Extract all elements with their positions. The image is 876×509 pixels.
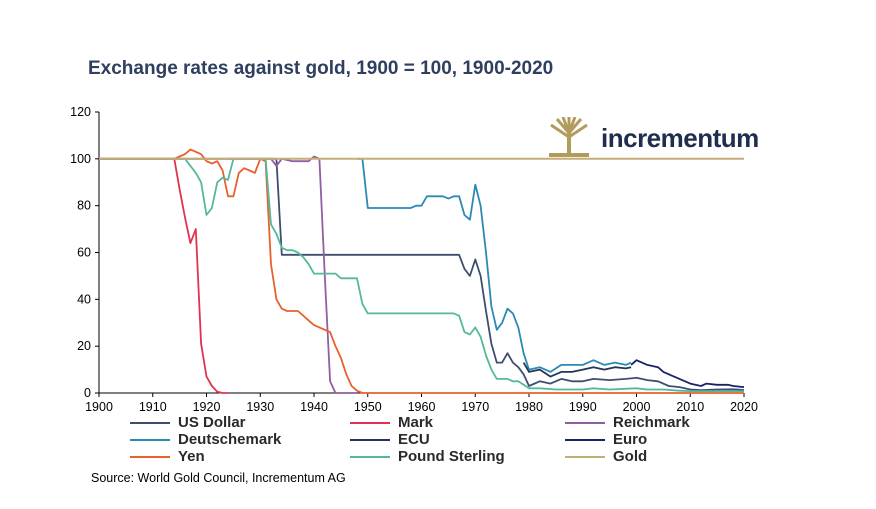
x-tick-label: 1970 xyxy=(461,400,489,414)
legend-item-euro: Euro xyxy=(565,431,647,448)
legend-item-ecu: ECU xyxy=(350,431,430,448)
series-line-reichmark xyxy=(228,155,357,394)
x-tick-label: 2020 xyxy=(730,400,758,414)
y-tick-label: 20 xyxy=(77,339,91,353)
x-tick-label: 2010 xyxy=(676,400,704,414)
x-tick-label: 1900 xyxy=(85,400,113,414)
line-chart: 0 20 40 60 80 100 120 1900 1910 1920 1930 1940 1950 1… xyxy=(70,105,758,414)
logo-text: incrementum xyxy=(601,122,759,153)
legend-label: Pound Sterling xyxy=(398,448,505,465)
y-tick-label: 80 xyxy=(77,199,91,213)
y-tick-label: 60 xyxy=(77,246,91,260)
series-line-deutschemark xyxy=(357,157,632,373)
legend-item-us-dollar: US Dollar xyxy=(130,414,246,431)
y-tick-label: 120 xyxy=(70,105,91,119)
legend-swatch xyxy=(130,455,170,458)
x-tick-label: 1960 xyxy=(408,400,436,414)
legend-item-yen: Yen xyxy=(130,448,205,465)
source-note: Source: World Gold Council, Incrementum … xyxy=(91,471,346,485)
series-line-mark xyxy=(99,157,228,394)
y-tick-label: 100 xyxy=(70,152,91,166)
legend-label: Deutschemark xyxy=(178,431,282,448)
legend-item-reichmark: Reichmark xyxy=(565,414,690,431)
legend-swatch xyxy=(565,438,605,441)
legend-label: ECU xyxy=(398,431,430,448)
incrementum-logo: incrementum xyxy=(547,117,759,159)
x-tick-label: 1910 xyxy=(139,400,167,414)
tree-icon xyxy=(549,117,589,157)
series-line-pound-sterling xyxy=(99,157,744,392)
legend-label: Gold xyxy=(613,448,648,465)
legend-swatch xyxy=(565,455,605,458)
legend-label: Yen xyxy=(178,448,205,465)
y-tick-label: 40 xyxy=(77,292,91,306)
legend-item-mark: Mark xyxy=(350,414,433,431)
legend-label: Euro xyxy=(613,431,648,448)
x-tick-label: 1940 xyxy=(300,400,328,414)
legend-item-pound-sterling: Pound Sterling xyxy=(350,448,505,465)
legend-swatch xyxy=(565,421,605,424)
series-line-yen xyxy=(99,148,744,394)
legend-swatch xyxy=(350,421,390,424)
x-tick-label: 1930 xyxy=(246,400,274,414)
legend-swatch xyxy=(350,455,390,458)
x-tick-label: 1980 xyxy=(515,400,543,414)
x-tick-label: 1990 xyxy=(569,400,597,414)
y-tick-label: 0 xyxy=(84,386,91,400)
legend-label: Reichmark xyxy=(613,414,690,431)
legend-label: Mark xyxy=(398,414,434,431)
x-tick-label: 1920 xyxy=(193,400,221,414)
chart-title: Exchange rates against gold, 1900 = 100,… xyxy=(88,58,554,79)
legend-item-gold: Gold xyxy=(565,448,647,465)
legend-swatch xyxy=(130,438,170,441)
legend-swatch xyxy=(130,421,170,424)
x-tick-label: 2000 xyxy=(623,400,651,414)
legend-item-deutschemark: Deutschemark xyxy=(130,431,281,448)
series-line-ecu xyxy=(522,362,632,378)
legend-label: US Dollar xyxy=(178,414,246,431)
x-tick-label: 1950 xyxy=(354,400,382,414)
legend-swatch xyxy=(350,438,390,441)
series-line-euro xyxy=(630,359,745,388)
series-line-us-dollar xyxy=(99,157,745,392)
